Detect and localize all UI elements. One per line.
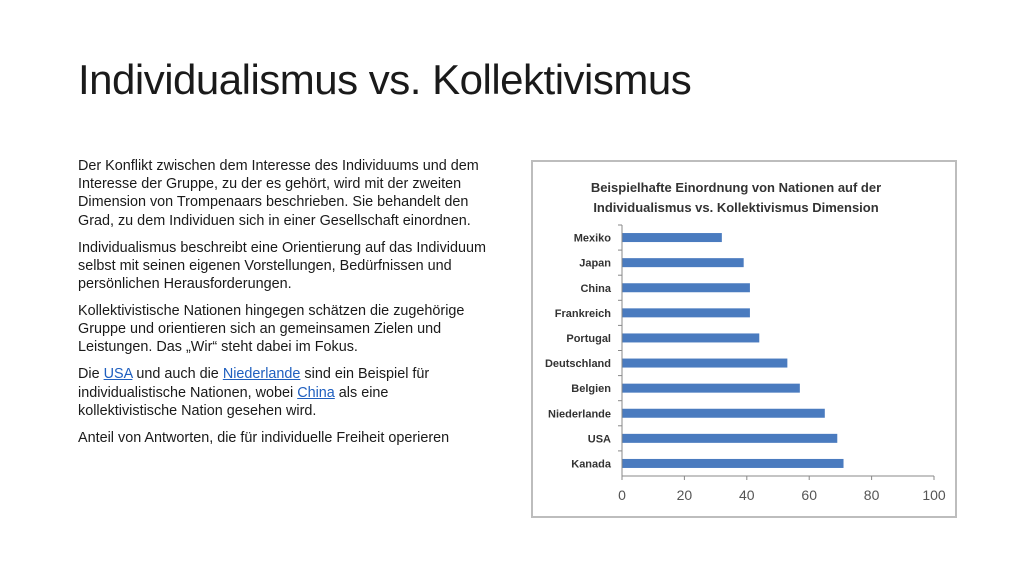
- bar-belgien: [622, 383, 800, 393]
- link-niederlande[interactable]: Niederlande: [222, 366, 301, 383]
- slide-title: Individualismus vs. Kollektivismus: [78, 56, 692, 103]
- category-label-mexiko: Mexiko: [574, 233, 612, 245]
- bar-usa: [622, 433, 838, 443]
- category-label-japan: Japan: [579, 258, 611, 270]
- category-label-kanada: Kanada: [571, 458, 612, 470]
- x-tick-label-100: 100: [922, 487, 946, 503]
- bar-niederlande: [622, 408, 825, 418]
- paragraph-collectivism: Kollektivistische Nationen hingegen schä…: [78, 303, 465, 356]
- bar-chart: Beispielhafte Einordnung von Nationen au…: [545, 180, 946, 503]
- examples-text-2: und auch die: [132, 366, 223, 383]
- bar-japan: [622, 258, 744, 268]
- category-label-usa: USA: [588, 433, 611, 445]
- paragraph-chart-caption: Anteil von Antworten, die für individuel…: [78, 429, 450, 446]
- category-label-belgien: Belgien: [571, 383, 611, 395]
- x-tick-label-20: 20: [677, 487, 693, 503]
- body-text: Der Konflikt zwischen dem Interesse des …: [78, 157, 488, 456]
- paragraph-individualism: Individualismus beschreibt eine Orientie…: [78, 239, 486, 293]
- paragraph-examples: Die USA und auch die Niederlande sind ei…: [78, 365, 488, 420]
- paragraph-trompenaars: Der Konflikt zwischen dem Interesse des …: [78, 158, 479, 229]
- chart-title-line2: Individualismus vs. Kollektivismus Dimen…: [593, 200, 878, 215]
- bar-frankreich: [622, 308, 750, 318]
- x-tick-label-80: 80: [864, 487, 880, 503]
- x-tick-label-0: 0: [618, 487, 626, 503]
- category-label-niederlande: Niederlande: [548, 408, 611, 420]
- chart-title-line1: Beispielhafte Einordnung von Nationen au…: [591, 180, 881, 195]
- category-label-frankreich: Frankreich: [555, 308, 612, 320]
- examples-text-1: Die: [78, 366, 104, 383]
- x-tick-label-60: 60: [801, 487, 817, 503]
- category-label-portugal: Portugal: [566, 333, 611, 345]
- bar-deutschland: [622, 358, 788, 368]
- chart-frame: Beispielhafte Einordnung von Nationen au…: [531, 160, 957, 518]
- bar-portugal: [622, 333, 760, 343]
- link-china[interactable]: China: [297, 384, 335, 401]
- x-tick-label-40: 40: [739, 487, 755, 503]
- examples-text-4: als eine kollektivistische Nation gesehe…: [78, 384, 389, 419]
- category-label-china: China: [580, 283, 611, 295]
- bar-mexiko: [622, 233, 722, 243]
- examples-text-3: sind ein Beispiel für individualistische…: [78, 366, 430, 401]
- link-usa[interactable]: USA: [103, 366, 133, 383]
- bar-china: [622, 283, 750, 293]
- category-label-deutschland: Deutschland: [545, 358, 611, 370]
- bar-kanada: [622, 458, 844, 468]
